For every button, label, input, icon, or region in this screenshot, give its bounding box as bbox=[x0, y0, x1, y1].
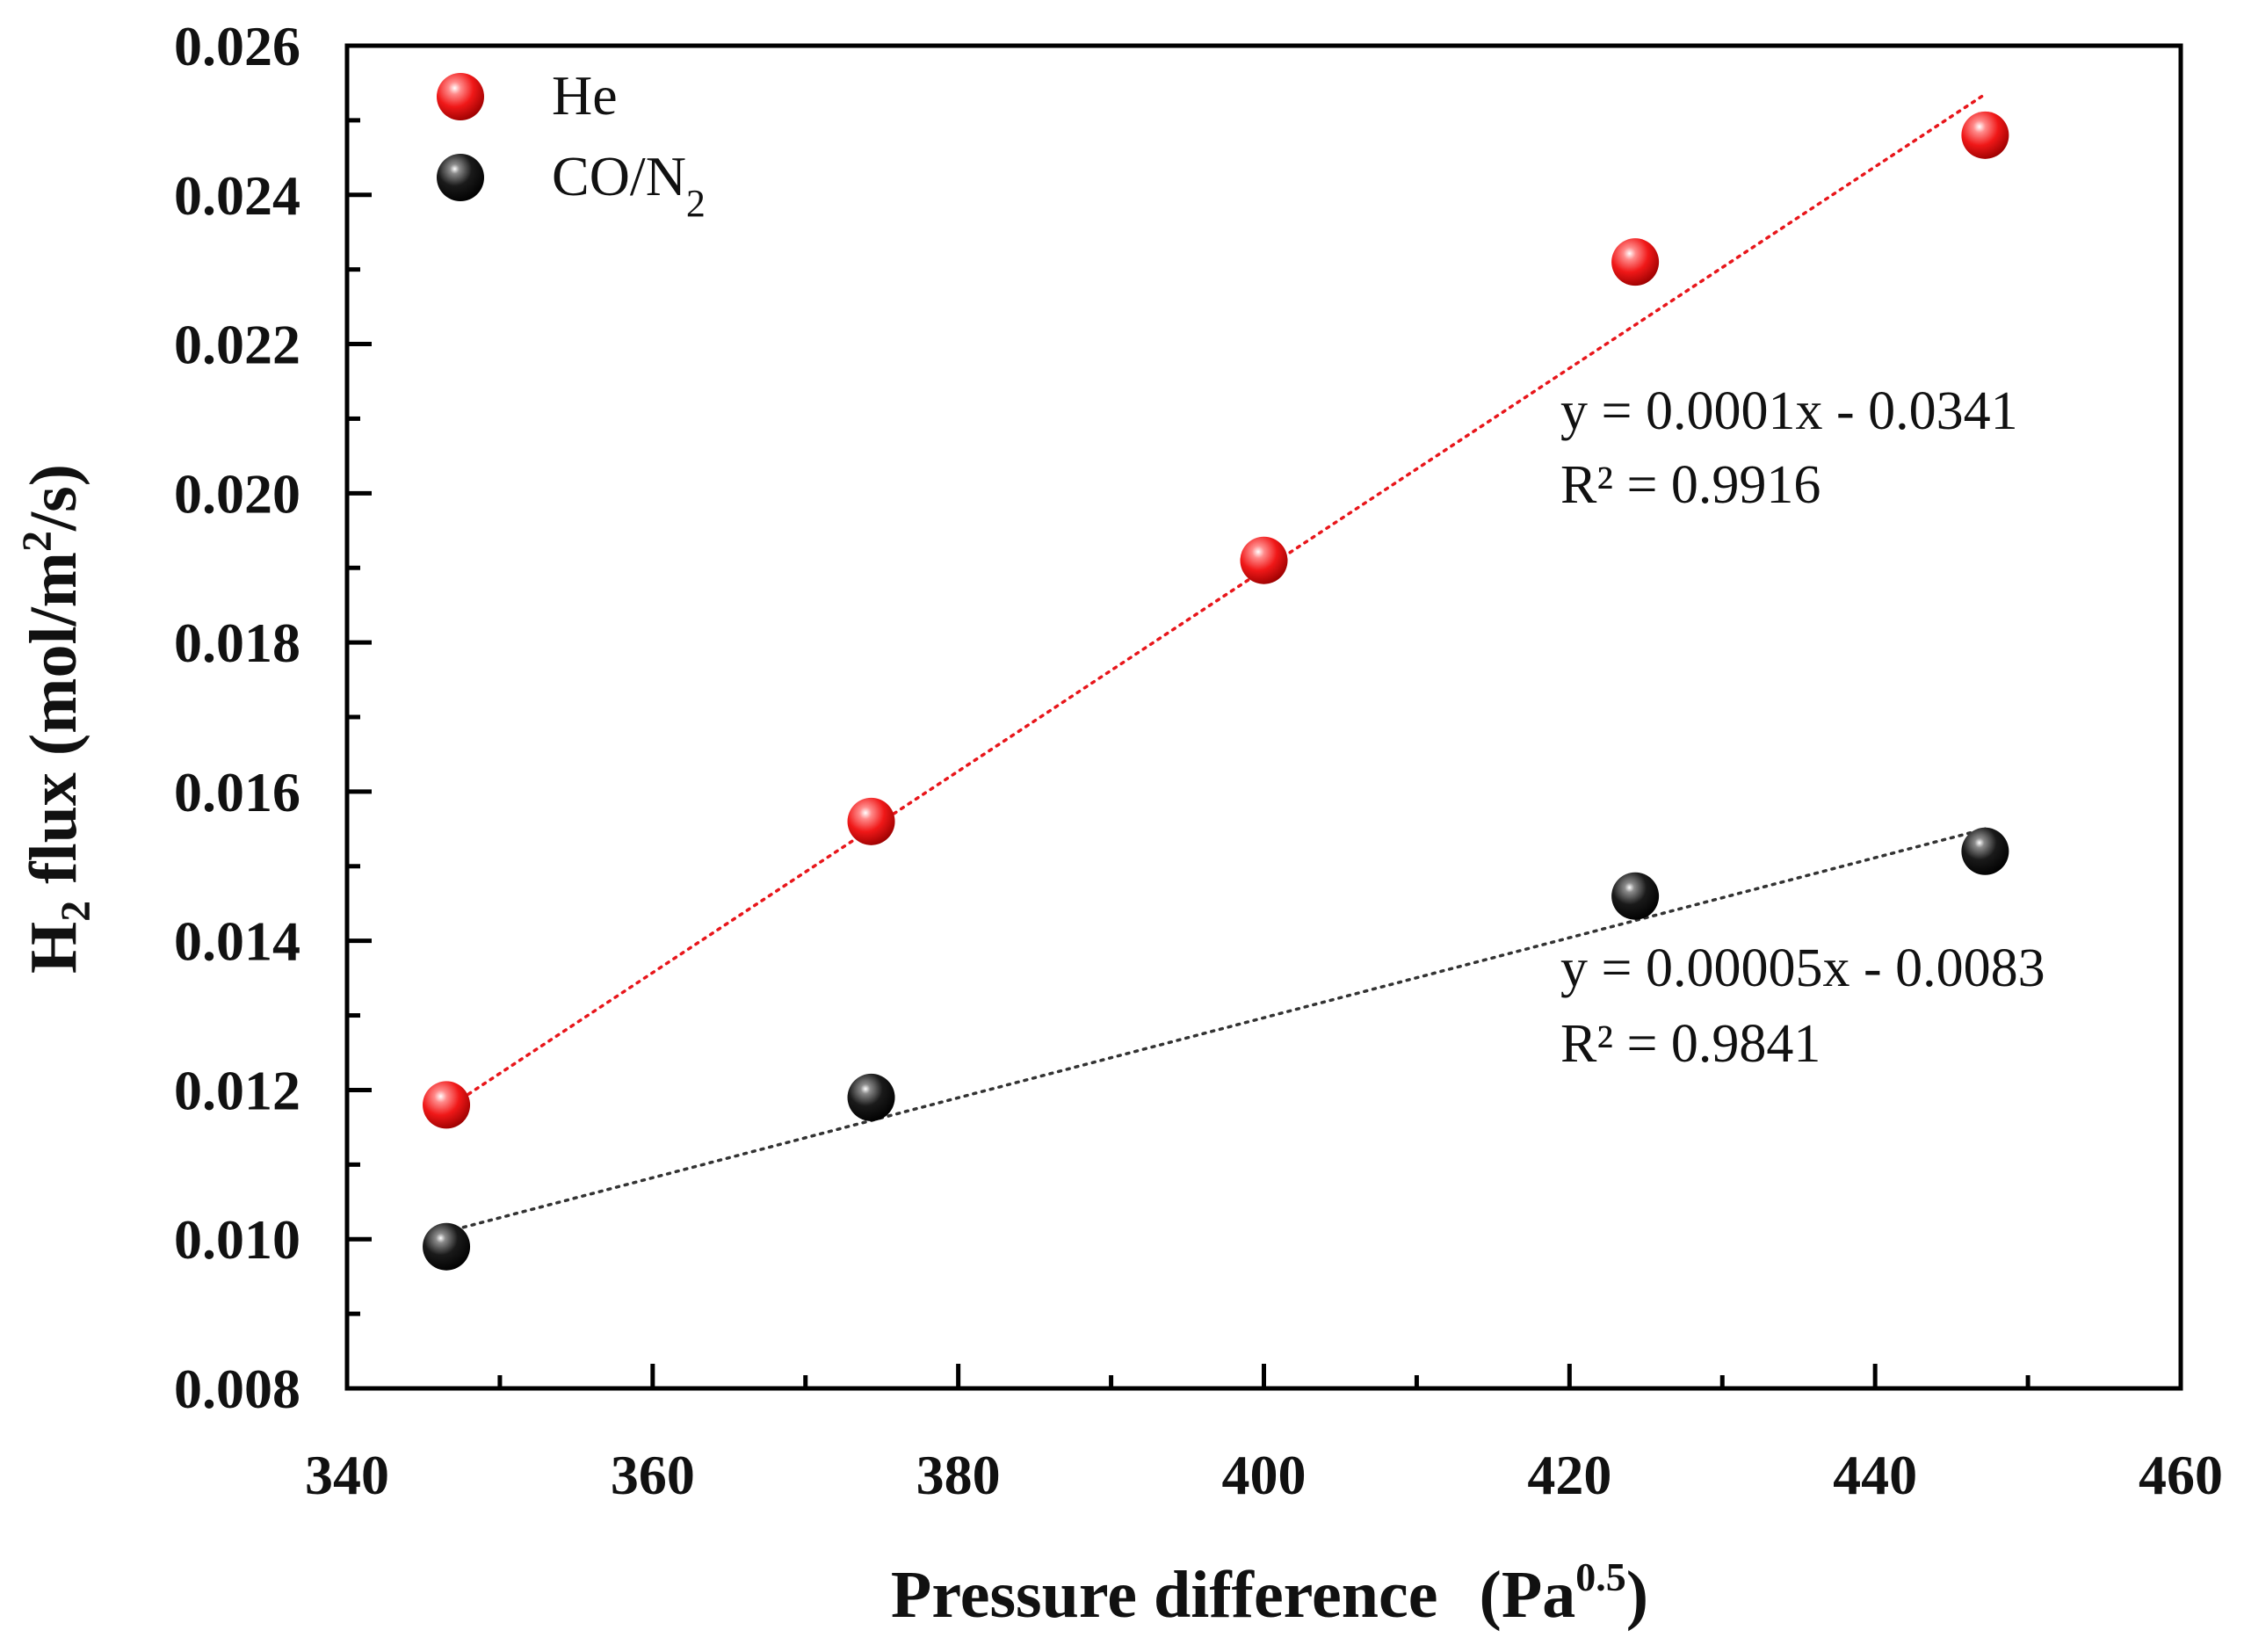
x-tick-labels: 340 360 380 400 420 440 460 bbox=[305, 1444, 2223, 1506]
y-axis-title-mid: flux (mol/m bbox=[17, 552, 90, 901]
x-tick-label: 400 bbox=[1222, 1444, 1307, 1506]
data-point-he bbox=[847, 797, 895, 845]
y-tick-label: 0.024 bbox=[174, 164, 300, 227]
legend-marker-co-n2 bbox=[437, 154, 484, 201]
y-tick-labels: 0.008 0.010 0.012 0.014 0.016 0.018 0.020 0.022… bbox=[174, 15, 300, 1420]
x-axis-title-main: Pressure difference bbox=[891, 1558, 1438, 1632]
fit-line-he bbox=[445, 92, 1987, 1111]
y-tick-label: 0.014 bbox=[174, 910, 300, 973]
legend: He CO/N2 bbox=[437, 64, 706, 225]
x-axis-title-unit-base: (Pa bbox=[1480, 1558, 1576, 1632]
equation-he: y = 0.0001x - 0.0341 bbox=[1560, 381, 2018, 441]
legend-label-co-n2-base: CO/N bbox=[552, 145, 686, 207]
x-axis-title-unit-close: ) bbox=[1626, 1558, 1648, 1632]
legend-marker-he bbox=[437, 73, 484, 120]
x-tick-label: 340 bbox=[305, 1444, 389, 1506]
y-tick-label: 0.008 bbox=[174, 1358, 300, 1420]
fit-annotations: y = 0.0001x - 0.0341 R² = 0.9916 y = 0.0… bbox=[1560, 381, 2045, 1074]
r2-co-n2: R² = 0.9841 bbox=[1560, 1014, 1821, 1074]
data-point-co-n2 bbox=[847, 1073, 895, 1121]
plot-frame bbox=[344, 43, 2183, 1391]
x-tick-label: 440 bbox=[1833, 1444, 1917, 1506]
data-point-he bbox=[423, 1081, 471, 1129]
data-point-he bbox=[1240, 536, 1288, 584]
x-tick-label: 380 bbox=[916, 1444, 1001, 1506]
y-tick-label: 0.016 bbox=[174, 761, 300, 823]
r2-he: R² = 0.9916 bbox=[1560, 455, 1821, 515]
fit-lines bbox=[445, 92, 1987, 1234]
data-point-co-n2 bbox=[1611, 872, 1660, 920]
legend-label-he: He bbox=[552, 64, 618, 127]
y-tick-label: 0.020 bbox=[174, 462, 300, 525]
data-point-he bbox=[1961, 111, 2009, 159]
data-point-he bbox=[1611, 238, 1660, 286]
y-axis-title-sup: 2 bbox=[14, 531, 61, 552]
y-tick-label: 0.010 bbox=[174, 1208, 300, 1271]
legend-label-co-n2-sub: 2 bbox=[686, 182, 706, 225]
legend-label-co-n2: CO/N2 bbox=[552, 145, 706, 225]
x-axis-title-unit-exp: 0.5 bbox=[1575, 1554, 1626, 1599]
x-tick-label: 420 bbox=[1527, 1444, 1611, 1506]
x-tick-label: 460 bbox=[2139, 1444, 2223, 1506]
fit-line-co-n2 bbox=[445, 827, 1987, 1234]
y-tick-label: 0.012 bbox=[174, 1059, 300, 1121]
x-tick-label: 360 bbox=[611, 1444, 695, 1506]
data-point-co-n2 bbox=[1961, 827, 2009, 875]
y-axis-title-end: /s) bbox=[17, 464, 90, 532]
data-point-co-n2 bbox=[423, 1222, 471, 1271]
equation-co-n2: y = 0.00005x - 0.0083 bbox=[1560, 938, 2045, 998]
y-tick-label: 0.018 bbox=[174, 612, 300, 674]
y-axis-title: H2 flux (mol/m2/s) bbox=[14, 464, 99, 974]
y-axis-title-h: H bbox=[17, 922, 90, 974]
x-axis-title: Pressure difference (Pa0.5) bbox=[891, 1554, 1648, 1632]
y-axis-title-sub: 2 bbox=[53, 901, 99, 922]
y-tick-label: 0.022 bbox=[174, 314, 300, 376]
y-tick-label: 0.026 bbox=[174, 15, 300, 77]
data-points bbox=[423, 111, 2009, 1271]
axis-ticks bbox=[344, 43, 2183, 1391]
